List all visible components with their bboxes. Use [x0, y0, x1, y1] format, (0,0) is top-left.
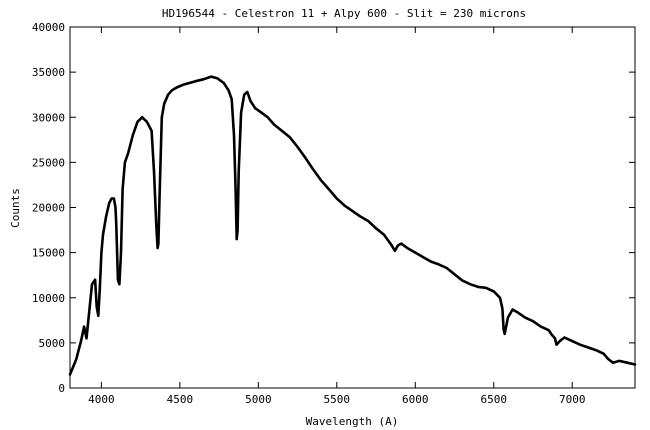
y-tick-label: 10000	[32, 292, 65, 305]
x-tick-label: 7000	[559, 393, 586, 406]
x-axis-label: Wavelength (A)	[306, 415, 399, 428]
x-tick-label: 5500	[324, 393, 351, 406]
plot-frame	[69, 26, 636, 389]
x-tick-label: 6500	[481, 393, 508, 406]
spectrum-line	[68, 75, 637, 376]
x-tick-label: 4000	[88, 393, 115, 406]
x-tick-label: 4500	[167, 393, 194, 406]
y-tick-label: 35000	[32, 66, 65, 79]
y-tick-label: 5000	[39, 337, 66, 350]
y-tick-label: 40000	[32, 21, 65, 34]
y-tick-label: 15000	[32, 247, 65, 260]
x-tick-label: 5000	[245, 393, 272, 406]
chart-title: HD196544 - Celestron 11 + Alpy 600 - Sli…	[162, 7, 526, 20]
axis-tick-labels: 4000 4500 5000 5500 6000 6500 7000 0 5000 10000 15…	[32, 21, 586, 406]
y-tick-label: 25000	[32, 156, 65, 169]
y-tick-label: 30000	[32, 111, 65, 124]
axis-ticks	[70, 26, 635, 389]
series-group	[68, 75, 637, 376]
x-tick-label: 6000	[402, 393, 429, 406]
y-tick-label: 20000	[32, 202, 65, 215]
y-axis-label: Counts	[9, 188, 22, 228]
y-tick-label: 0	[58, 382, 65, 395]
